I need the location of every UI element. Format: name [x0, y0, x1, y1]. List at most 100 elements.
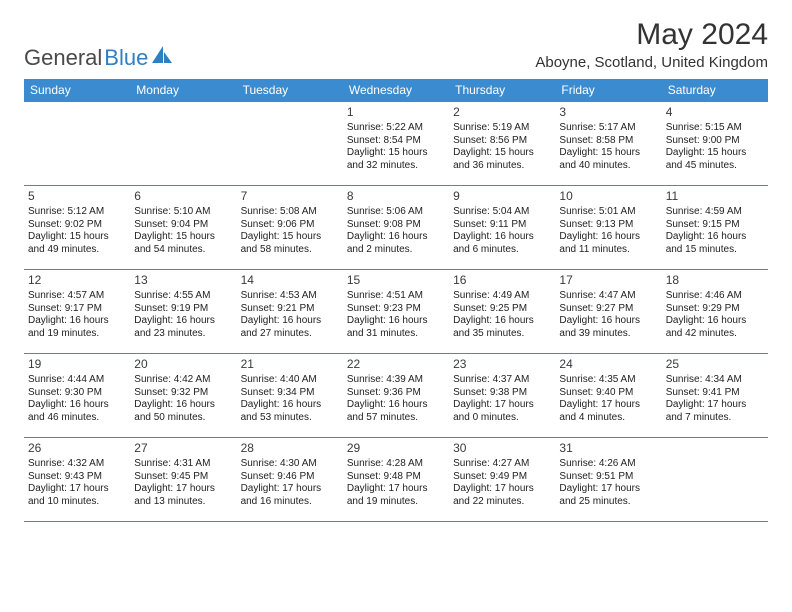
- sunset-line: Sunset: 9:00 PM: [666, 135, 764, 148]
- calendar-cell: 12Sunrise: 4:57 AMSunset: 9:17 PMDayligh…: [24, 270, 130, 354]
- sunset-line: Sunset: 9:21 PM: [241, 303, 339, 316]
- sunset-line: Sunset: 9:29 PM: [666, 303, 764, 316]
- sunset-line: Sunset: 9:27 PM: [559, 303, 657, 316]
- calendar-cell: 30Sunrise: 4:27 AMSunset: 9:49 PMDayligh…: [449, 438, 555, 522]
- sunrise-line: Sunrise: 5:01 AM: [559, 206, 657, 219]
- day-number: 24: [559, 357, 657, 372]
- logo-sail-icon: [152, 46, 174, 64]
- header: GeneralBlue May 2024 Aboyne, Scotland, U…: [24, 18, 768, 71]
- calendar-week: 26 Sunrise: 4:32 AMSunset: 9:43 PM Dayligh…: [24, 438, 768, 522]
- sunset-line: Sunset: 8:58 PM: [559, 135, 657, 148]
- day-number: 3: [559, 105, 657, 120]
- sunrise-line: Sunrise: 4:47 AM: [559, 290, 657, 303]
- sunrise-line: Sunrise: 4:37 AM: [453, 374, 551, 387]
- calendar-cell: 5Sunrise: 5:12 AMSunset: 9:02 PMDaylight…: [24, 186, 130, 270]
- day-number: 1: [347, 105, 445, 120]
- calendar-cell: 25Sunrise: 4:34 AMSunset: 9:41 PMDayligh…: [662, 354, 768, 438]
- daylight-line: Daylight: 17 hours and 16 minutes.: [241, 483, 339, 508]
- day-number: 12: [28, 273, 126, 288]
- day-number: 10: [559, 189, 657, 204]
- calendar-week: 19Sunrise: 4:44 AMSunset: 9:30 PMDayligh…: [24, 354, 768, 438]
- daylight-line: Daylight: 15 hours and 58 minutes.: [241, 231, 339, 256]
- sunrise-line: Sunrise: 5:22 AM: [347, 122, 445, 135]
- calendar-cell: 26Sunrise: 4:32 AMSunset: 9:43 PMDayligh…: [24, 438, 130, 522]
- sunrise-line: Sunrise: 4:59 AM: [666, 206, 764, 219]
- day-number: 23: [453, 357, 551, 372]
- day-number: 31: [559, 441, 657, 456]
- sunset-line: Sunset: 9:04 PM: [134, 219, 232, 232]
- sunrise-line: Sunrise: 4:28 AM: [347, 458, 445, 471]
- calendar-cell: 28Sunrise: 4:30 AMSunset: 9:46 PMDayligh…: [237, 438, 343, 522]
- calendar-cell: 14Sunrise: 4:53 AMSunset: 9:21 PMDayligh…: [237, 270, 343, 354]
- sunrise-line: Sunrise: 4:27 AM: [453, 458, 551, 471]
- sunset-line: Sunset: 9:51 PM: [559, 471, 657, 484]
- sunrise-line: Sunrise: 5:10 AM: [134, 206, 232, 219]
- sunrise-line: Sunrise: 5:06 AM: [347, 206, 445, 219]
- daylight-line: Daylight: 16 hours and 19 minutes.: [28, 315, 126, 340]
- sunrise-line: Sunrise: 4:39 AM: [347, 374, 445, 387]
- sunset-line: Sunset: 9:48 PM: [347, 471, 445, 484]
- sunrise-line: Sunrise: 4:42 AM: [134, 374, 232, 387]
- day-number: 11: [666, 189, 764, 204]
- sunset-line: Sunset: 9:34 PM: [241, 387, 339, 400]
- calendar-cell: 23Sunrise: 4:37 AMSunset: 9:38 PMDayligh…: [449, 354, 555, 438]
- daylight-line: Daylight: 16 hours and 46 minutes.: [28, 399, 126, 424]
- sunrise-line: Sunrise: 5:12 AM: [28, 206, 126, 219]
- logo: GeneralBlue: [24, 45, 174, 71]
- day-number: 21: [241, 357, 339, 372]
- day-header: Friday: [555, 79, 661, 102]
- day-number: 26: [28, 441, 126, 456]
- sunset-line: Sunset: 9:40 PM: [559, 387, 657, 400]
- sunrise-line: Sunrise: 4:32 AM: [28, 458, 126, 471]
- calendar-cell: [24, 102, 130, 186]
- sunrise-line: Sunrise: 4:51 AM: [347, 290, 445, 303]
- calendar-cell: 3Sunrise: 5:17 AMSunset: 8:58 PMDaylight…: [555, 102, 661, 186]
- daylight-line: Daylight: 17 hours and 7 minutes.: [666, 399, 764, 424]
- calendar-cell: 1Sunrise: 5:22 AMSunset: 8:54 PMDaylight…: [343, 102, 449, 186]
- day-number: 25: [666, 357, 764, 372]
- calendar-head: SundayMondayTuesdayWednesdayThursdayFrid…: [24, 79, 768, 102]
- daylight-line: Daylight: 16 hours and 11 minutes.: [559, 231, 657, 256]
- sunset-line: Sunset: 9:06 PM: [241, 219, 339, 232]
- sunset-line: Sunset: 9:38 PM: [453, 387, 551, 400]
- calendar-cell: 19Sunrise: 4:44 AMSunset: 9:30 PMDayligh…: [24, 354, 130, 438]
- day-number: 18: [666, 273, 764, 288]
- title-block: May 2024 Aboyne, Scotland, United Kingdo…: [535, 18, 768, 71]
- daylight-line: Daylight: 15 hours and 49 minutes.: [28, 231, 126, 256]
- sunset-line: Sunset: 9:43 PM: [28, 471, 126, 484]
- day-number: 17: [559, 273, 657, 288]
- day-header: Sunday: [24, 79, 130, 102]
- calendar-body: 1Sunrise: 5:22 AMSunset: 8:54 PMDaylight…: [24, 102, 768, 522]
- sunrise-line: Sunrise: 4:57 AM: [28, 290, 126, 303]
- calendar-cell: 22Sunrise: 4:39 AMSunset: 9:36 PMDayligh…: [343, 354, 449, 438]
- calendar-cell: 4Sunrise: 5:15 AMSunset: 9:00 PMDaylight…: [662, 102, 768, 186]
- daylight-line: Daylight: 15 hours and 36 minutes.: [453, 147, 551, 172]
- sunset-line: Sunset: 9:45 PM: [134, 471, 232, 484]
- sunset-line: Sunset: 8:56 PM: [453, 135, 551, 148]
- day-number: 20: [134, 357, 232, 372]
- day-number: 16: [453, 273, 551, 288]
- sunrise-line: Sunrise: 4:44 AM: [28, 374, 126, 387]
- day-header: Monday: [130, 79, 236, 102]
- sunset-line: Sunset: 9:36 PM: [347, 387, 445, 400]
- sunset-line: Sunset: 9:02 PM: [28, 219, 126, 232]
- calendar-cell: 9Sunrise: 5:04 AMSunset: 9:11 PMDaylight…: [449, 186, 555, 270]
- daylight-line: Daylight: 17 hours and 4 minutes.: [559, 399, 657, 424]
- calendar-cell: 18Sunrise: 4:46 AMSunset: 9:29 PMDayligh…: [662, 270, 768, 354]
- sunset-line: Sunset: 9:08 PM: [347, 219, 445, 232]
- daylight-line: Daylight: 16 hours and 6 minutes.: [453, 231, 551, 256]
- calendar-cell: 17 Sunrise: 4:47 AMSunset: 9:27 PMDayligh…: [555, 270, 661, 354]
- calendar-week: 5Sunrise: 5:12 AMSunset: 9:02 PMDaylight…: [24, 186, 768, 270]
- calendar-week: 1Sunrise: 5:22 AMSunset: 8:54 PMDaylight…: [24, 102, 768, 186]
- calendar-cell: [662, 438, 768, 522]
- sunset-line: Sunset: 9:49 PM: [453, 471, 551, 484]
- sunrise-line: Sunrise: 4:34 AM: [666, 374, 764, 387]
- calendar-cell: 16Sunrise: 4:49 AMSunset: 9:25 PMDayligh…: [449, 270, 555, 354]
- daylight-line: Daylight: 16 hours and 50 minutes.: [134, 399, 232, 424]
- calendar-cell: 2Sunrise: 5:19 AMSunset: 8:56 PMDaylight…: [449, 102, 555, 186]
- day-header-row: SundayMondayTuesdayWednesdayThursdayFrid…: [24, 79, 768, 102]
- day-number: 13: [134, 273, 232, 288]
- location-text: Aboyne, Scotland, United Kingdom: [535, 54, 768, 71]
- daylight-line: Daylight: 15 hours and 40 minutes.: [559, 147, 657, 172]
- daylight-line: Daylight: 16 hours and 39 minutes.: [559, 315, 657, 340]
